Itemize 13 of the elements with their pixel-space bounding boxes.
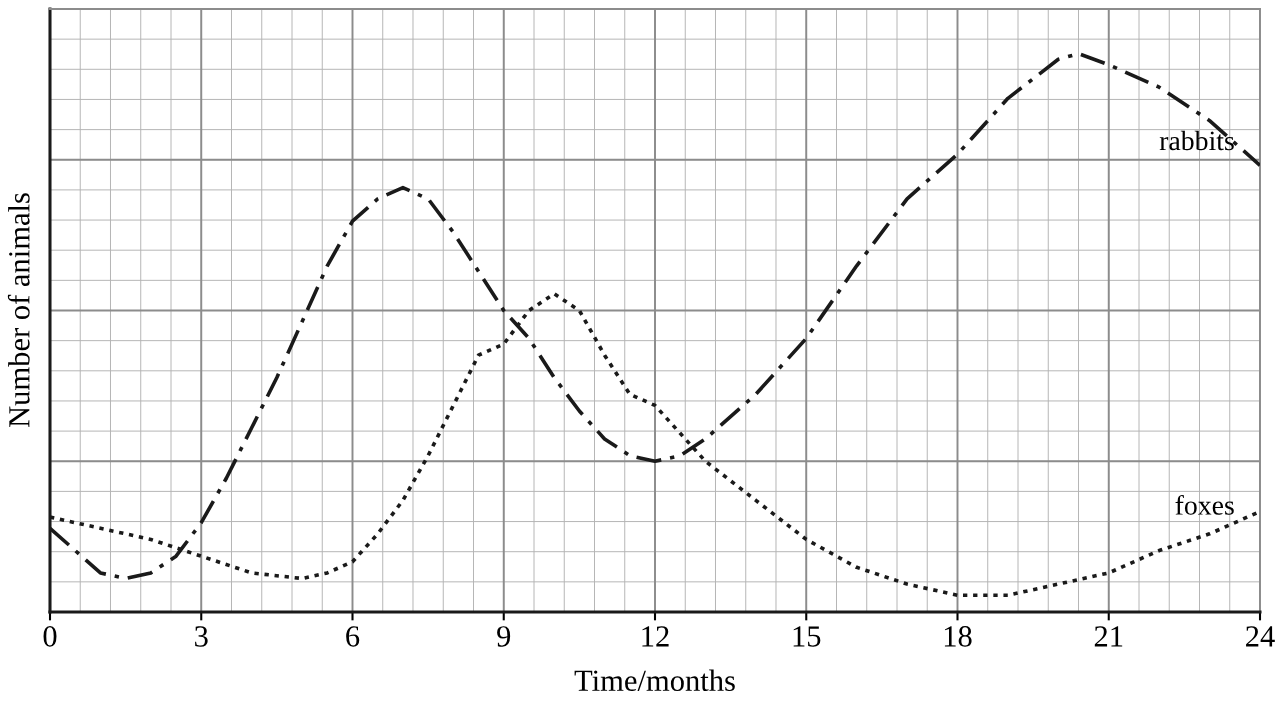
x-tick-label: 24 <box>1246 626 1275 647</box>
y-axis-title: Number of animals <box>7 193 30 428</box>
x-tick-label: 12 <box>642 626 669 647</box>
x-tick-label: 3 <box>195 626 208 647</box>
x-tick-label: 0 <box>43 626 57 647</box>
x-tick-label: 18 <box>944 626 972 647</box>
x-tick-label: 15 <box>793 626 821 647</box>
x-tick-label: 6 <box>346 626 360 647</box>
series-label: rabbits <box>1159 130 1234 151</box>
x-tick-label: 21 <box>1094 626 1123 647</box>
x-tick-label: 9 <box>497 626 511 647</box>
series-label: foxes <box>1175 494 1234 515</box>
x-axis-title: Time/months <box>574 669 735 692</box>
